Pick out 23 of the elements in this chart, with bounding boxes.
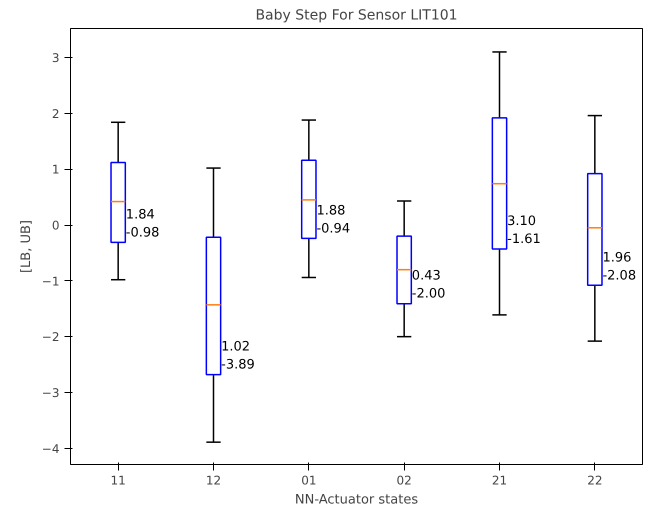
x-axis-title: NN-Actuator states: [294, 492, 418, 508]
chart-title: Baby Step For Sensor LIT101: [255, 8, 458, 24]
y-tick-label: −1: [42, 274, 60, 288]
y-tick-label: −3: [42, 386, 60, 400]
annotation: 1.02 -3.89: [221, 340, 255, 373]
annotation: 3.10 -1.61: [507, 214, 541, 248]
y-tick-label: −4: [42, 442, 60, 456]
y-tick-label: 1: [52, 162, 60, 177]
annotation: 1.96 -2.08: [602, 250, 636, 284]
y-axis-title: [LB, UB]: [18, 220, 34, 273]
x-tick-label: 22: [587, 474, 602, 488]
annotation: 1.88 -0.94: [316, 203, 350, 236]
x-tick-label: 11: [110, 474, 126, 488]
y-tick-label: 2: [52, 106, 60, 121]
x-tick-label: 02: [396, 474, 412, 488]
y-tick-label: −2: [42, 330, 60, 344]
x-tick-label: 01: [301, 474, 316, 488]
annotation: 0.43 -2.00: [412, 268, 446, 302]
x-tick-label: 21: [492, 474, 508, 488]
y-tick-label: 0: [52, 218, 60, 233]
x-tick-label: 12: [206, 474, 222, 488]
annotation: 1.84 -0.98: [126, 207, 160, 240]
y-tick-label: 3: [52, 51, 60, 66]
